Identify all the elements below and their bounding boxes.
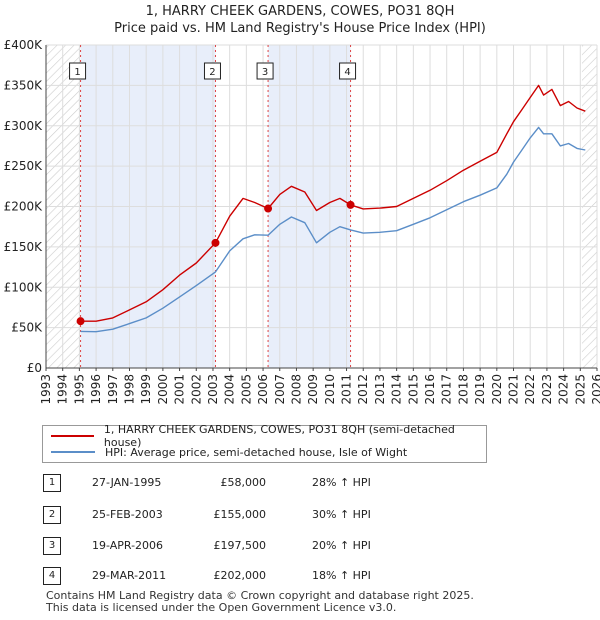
transaction-row: 1 27-JAN-1995 £58,000 28% ↑ HPI [0,474,600,494]
chart-legend: 1, HARRY CHEEK GARDENS, COWES, PO31 8QH … [42,423,487,463]
x-tick-label: 2002 [189,374,203,405]
x-tick-label: 2025 [573,374,587,405]
x-tick-label: 2012 [356,374,370,405]
y-tick-label: £100K [4,280,44,294]
transaction-hpi: 20% ↑ HPI [312,539,371,552]
transaction-date: 19-APR-2006 [92,539,164,552]
marker-label: 1 [74,67,80,78]
transaction-hpi: 18% ↑ HPI [312,569,371,582]
legend-item-hpi: HPI: Average price, semi-detached house,… [51,444,407,460]
y-tick-label: £200K [4,200,44,214]
chart-title: 1, HARRY CHEEK GARDENS, COWES, PO31 8QH [145,4,455,19]
x-tick-label: 2016 [423,374,437,405]
transaction-date: 29-MAR-2011 [92,569,167,582]
footer: Contains HM Land Registry data © Crown c… [46,590,474,614]
x-tick-label: 2008 [289,374,303,405]
sale-point [264,204,273,213]
x-tick-label: 1997 [106,374,120,405]
x-tick-label: 2019 [473,374,487,405]
x-tick-label: 2026 [590,374,600,405]
x-tick-label: 1995 [72,374,86,405]
transaction-row: 3 19-APR-2006 £197,500 20% ↑ HPI [0,537,600,557]
sale-point [211,238,220,247]
x-tick-label: 2001 [173,374,187,405]
transaction-number: 3 [43,537,61,555]
x-tick-label: 2009 [306,374,320,405]
x-tick-label: 2003 [206,374,220,405]
chart-subtitle: Price paid vs. HM Land Registry's House … [114,21,486,36]
sale-point [346,200,355,209]
transaction-date: 25-FEB-2003 [92,508,163,521]
transaction-price: £155,000 [213,508,267,521]
property-price-line [80,84,586,322]
transaction-price: £58,000 [220,476,267,489]
hpi-line [80,126,586,333]
footer-licence: This data is licensed under the Open Gov… [46,601,397,614]
marker-label: 4 [344,67,350,78]
x-tick-label: 2023 [540,374,554,405]
x-tick-label: 2018 [456,374,470,405]
marker-label-box [256,62,274,80]
legend-swatch-property [51,435,94,437]
marker-label-box [339,62,357,80]
y-tick-label: £300K [4,119,44,133]
x-tick-label: 2015 [406,374,420,405]
x-tick-label: 2006 [256,374,270,405]
x-tick-label: 2022 [523,374,537,405]
x-tick-label: 1999 [139,374,153,405]
legend-label-hpi: HPI: Average price, semi-detached house,… [105,445,408,459]
transaction-number: 4 [43,567,61,585]
x-tick-label: 2005 [239,374,253,405]
x-tick-label: 2007 [273,374,287,405]
transaction-hpi: 28% ↑ HPI [312,476,371,489]
x-tick-label: 2020 [490,374,504,405]
x-tick-label: 2013 [373,374,387,405]
transaction-number: 1 [43,474,61,492]
marker-label-box [203,62,221,80]
x-tick-label: 1994 [56,374,70,405]
x-tick-label: 1998 [122,374,136,405]
legend-item-property: 1, HARRY CHEEK GARDENS, COWES, PO31 8QH … [51,423,486,449]
transaction-row: 4 29-MAR-2011 £202,000 18% ↑ HPI [0,567,600,587]
x-tick-label: 2004 [223,374,237,405]
legend-swatch-hpi [51,451,95,453]
transaction-hpi: 30% ↑ HPI [312,508,371,521]
marker-label-box [69,62,87,80]
x-tick-label: 2000 [156,374,170,405]
transaction-number: 2 [43,506,61,524]
x-tick-label: 2024 [557,374,571,405]
y-tick-label: £150K [4,240,44,254]
legend-label-property: 1, HARRY CHEEK GARDENS, COWES, PO31 8QH … [103,423,455,449]
marker-label: 3 [262,67,268,78]
y-tick-label: £350K [4,78,44,92]
x-tick-label: 2017 [440,374,454,405]
footer-copyright: Contains HM Land Registry data © Crown c… [46,589,474,602]
transaction-date: 27-JAN-1995 [92,476,162,489]
y-tick-label: £400K [4,38,44,52]
transaction-row: 2 25-FEB-2003 £155,000 30% ↑ HPI [0,506,600,526]
price-chart: 1 2 3 4 £0 £50K £100K £150K £200K £250K £300K £350… [4,38,600,405]
sale-point [76,317,85,326]
y-tick-label: £0 [27,361,42,375]
y-tick-label: £250K [4,159,44,173]
transaction-price: £202,000 [213,569,267,582]
y-tick-label: £50K [11,321,43,335]
marker-label: 2 [209,67,215,78]
x-tick-label: 2021 [507,374,521,405]
transaction-price: £197,500 [213,539,267,552]
x-tick-label: 2011 [340,374,354,405]
x-tick-label: 2014 [390,374,404,405]
x-tick-label: 1996 [89,374,103,405]
x-tick-label: 2010 [323,374,337,405]
x-tick-label: 1993 [39,374,53,405]
